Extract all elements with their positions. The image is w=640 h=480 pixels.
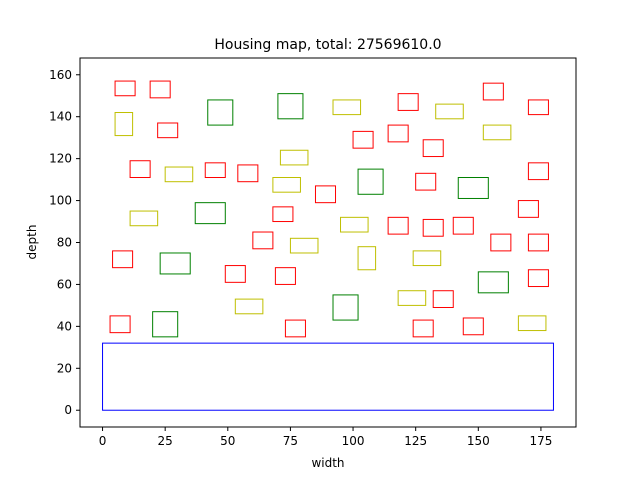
house-red-38 bbox=[112, 250, 134, 269]
x-tick-label: 0 bbox=[99, 434, 107, 448]
house-red-10 bbox=[157, 122, 179, 139]
house-red-12 bbox=[387, 124, 409, 143]
plot-area bbox=[102, 80, 554, 411]
house-red-14 bbox=[422, 139, 444, 158]
house-red-36 bbox=[490, 233, 512, 252]
house-red-17 bbox=[204, 162, 226, 179]
house-green-51 bbox=[152, 311, 179, 338]
house-red-22 bbox=[415, 172, 437, 191]
house-green-26 bbox=[194, 202, 226, 225]
house-yellow-6 bbox=[435, 103, 464, 120]
y-tick-label: 60 bbox=[57, 277, 72, 291]
house-red-27 bbox=[272, 206, 294, 223]
house-yellow-40 bbox=[357, 246, 377, 271]
house-red-24 bbox=[527, 162, 549, 181]
house-red-11 bbox=[352, 130, 374, 149]
plot-frame bbox=[79, 57, 577, 428]
house-red-5 bbox=[397, 93, 419, 111]
x-axis: 0 25 50 75 100 125 150 175 bbox=[99, 427, 552, 448]
house-red-25 bbox=[314, 185, 337, 204]
house-yellow-55 bbox=[517, 315, 547, 332]
house-yellow-35 bbox=[289, 237, 319, 254]
house-red-37 bbox=[527, 233, 549, 252]
x-tick-label: 150 bbox=[467, 434, 490, 448]
y-axis-label: depth bbox=[25, 225, 39, 260]
house-red-8 bbox=[527, 99, 549, 116]
house-red-7 bbox=[482, 82, 504, 101]
house-red-52 bbox=[284, 319, 306, 338]
house-green-21 bbox=[357, 168, 384, 195]
house-yellow-9 bbox=[114, 112, 134, 137]
house-yellow-20 bbox=[272, 177, 301, 193]
house-yellow-41 bbox=[412, 250, 442, 267]
x-tick-label: 75 bbox=[283, 434, 298, 448]
house-red-42 bbox=[224, 265, 246, 283]
house-green-3 bbox=[277, 93, 304, 120]
house-yellow-46 bbox=[234, 298, 264, 315]
house-red-34 bbox=[252, 231, 274, 250]
y-tick-label: 160 bbox=[49, 68, 72, 82]
house-green-39 bbox=[159, 252, 191, 275]
house-red-33 bbox=[452, 216, 474, 235]
x-tick-label: 100 bbox=[342, 434, 365, 448]
house-yellow-48 bbox=[397, 290, 427, 306]
y-tick-label: 120 bbox=[49, 152, 72, 166]
house-yellow-4 bbox=[332, 99, 362, 116]
house-red-43 bbox=[274, 267, 296, 285]
house-red-18 bbox=[237, 164, 259, 183]
y-tick-label: 0 bbox=[64, 403, 72, 417]
house-red-50 bbox=[109, 315, 131, 334]
x-tick-label: 125 bbox=[404, 434, 427, 448]
house-yellow-28 bbox=[129, 210, 159, 227]
house-red-31 bbox=[387, 216, 409, 235]
house-green-47 bbox=[332, 294, 359, 321]
house-green-44 bbox=[477, 271, 509, 294]
house-green-23 bbox=[457, 177, 489, 199]
x-tick-label: 50 bbox=[220, 434, 235, 448]
house-red-53 bbox=[412, 319, 434, 338]
house-yellow-19 bbox=[279, 149, 309, 166]
y-tick-label: 20 bbox=[57, 361, 72, 375]
chart-title: Housing map, total: 27569610.0 bbox=[214, 37, 441, 53]
house-red-49 bbox=[432, 290, 454, 308]
house-red-45 bbox=[527, 269, 549, 288]
house-yellow-30 bbox=[340, 216, 369, 233]
x-tick-label: 25 bbox=[158, 434, 173, 448]
house-red-32 bbox=[422, 218, 444, 237]
x-tick-label: 175 bbox=[529, 434, 552, 448]
y-tick-label: 80 bbox=[57, 236, 72, 250]
lot-boundary bbox=[102, 342, 554, 411]
y-axis: 0 20 40 60 80 100 120 140 160 bbox=[49, 68, 80, 417]
house-red-29 bbox=[517, 200, 539, 218]
house-green-2 bbox=[207, 99, 234, 126]
house-yellow-16 bbox=[164, 166, 194, 183]
y-tick-label: 140 bbox=[49, 110, 72, 124]
house-red-1 bbox=[149, 80, 171, 99]
house-red-15 bbox=[129, 160, 151, 179]
y-tick-label: 100 bbox=[49, 194, 72, 208]
x-axis-label: width bbox=[311, 456, 344, 470]
house-red-54 bbox=[462, 317, 484, 336]
y-tick-label: 40 bbox=[57, 319, 72, 333]
house-red-0 bbox=[114, 80, 136, 97]
house-yellow-13 bbox=[482, 124, 512, 141]
